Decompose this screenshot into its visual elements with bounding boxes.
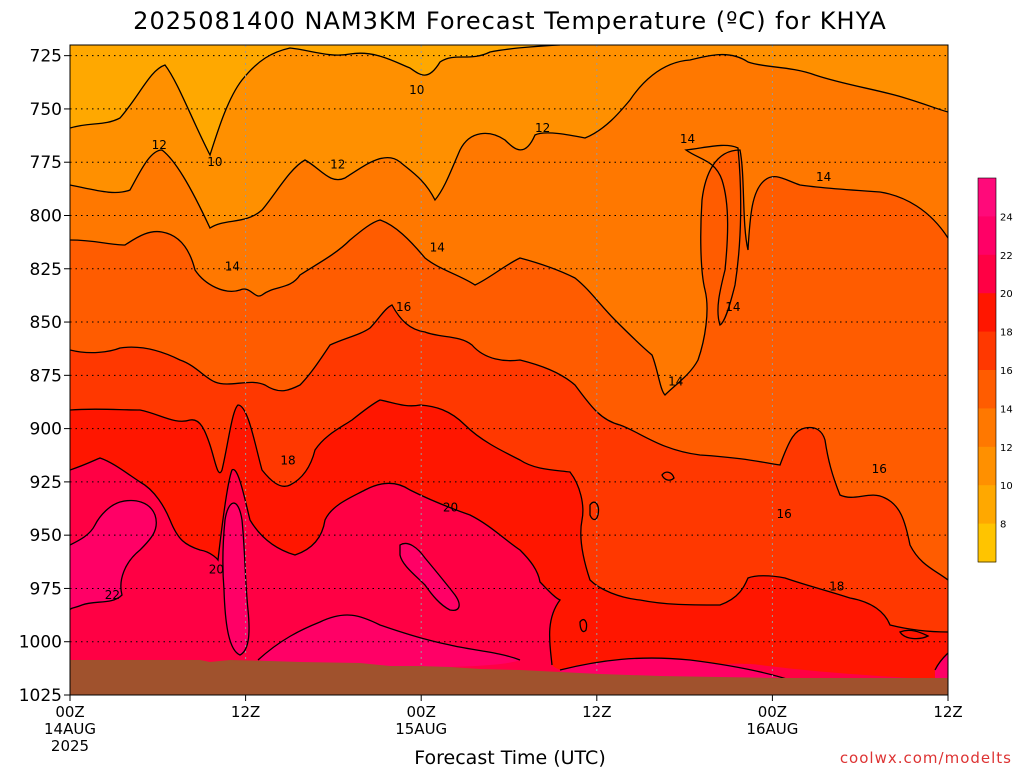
colorbar-swatch xyxy=(978,408,996,448)
x-axis-label: Forecast Time (UTC) xyxy=(414,747,605,768)
plot-area: 10 10 12 12 12 14 14 14 14 14 14 16 16 16 18 18 20 20 22 xyxy=(70,45,948,695)
credit-link[interactable]: coolwx.com/modelts xyxy=(840,749,1012,767)
colorbar-label: 12 xyxy=(1000,443,1013,454)
colorbar-swatch xyxy=(978,178,996,217)
y-tick-label: 975 xyxy=(30,579,62,599)
y-tick-label: 800 xyxy=(30,206,62,226)
contour-label: 14 xyxy=(680,132,695,146)
y-tick-label: 875 xyxy=(30,366,62,386)
x-tick-label: 12Z xyxy=(582,703,611,721)
contour-label: 14 xyxy=(668,375,683,389)
contour-label: 14 xyxy=(816,170,831,184)
y-tick-label: 750 xyxy=(30,100,62,120)
colorbar-label: 16 xyxy=(1000,366,1013,377)
contour-label: 18 xyxy=(280,454,295,468)
y-tick-label: 825 xyxy=(30,260,62,280)
contour-label: 10 xyxy=(409,83,424,97)
contour-label: 12 xyxy=(152,138,167,152)
contour-label: 14 xyxy=(225,260,240,274)
colorbar-swatch xyxy=(978,370,996,409)
contour-label: 16 xyxy=(776,507,791,521)
colorbar: 8 10 12 14 16 18 20 22 24 xyxy=(977,177,1013,563)
band-fill-22-24-e xyxy=(560,658,790,680)
contour-label: 12 xyxy=(535,121,550,135)
colorbar-label: 22 xyxy=(1000,251,1013,262)
x-tick-label: 00Z xyxy=(55,703,84,721)
grid-lines xyxy=(70,45,948,695)
y-tick-label: 850 xyxy=(30,313,62,333)
y-axis: 725 750 775 800 825 850 875 900 925 950 975 1000 102… xyxy=(19,47,70,706)
x-tick-label: 14AUG xyxy=(44,720,96,738)
colorbar-label: 8 xyxy=(1000,520,1006,531)
contour-label: 16 xyxy=(396,300,411,314)
y-tick-label: 950 xyxy=(30,526,62,546)
band-fill-22-24-c xyxy=(258,614,520,668)
colorbar-frame xyxy=(977,177,997,563)
colorbar-swatch xyxy=(978,485,996,525)
band-fill-20-22 xyxy=(70,458,948,695)
y-tick-label: 775 xyxy=(30,153,62,173)
colorbar-swatch xyxy=(978,254,996,294)
band-fill-22-24 xyxy=(70,500,157,610)
x-tick-label: 16AUG xyxy=(746,720,798,738)
colorbar-label: 18 xyxy=(1000,328,1013,339)
x-tick-label: 00Z xyxy=(758,703,787,721)
contour-label: 18 xyxy=(829,579,844,593)
colorbar-label: 20 xyxy=(1000,289,1013,300)
plot-frame xyxy=(69,44,949,696)
band-fill-22-24-d xyxy=(400,543,460,611)
colorbar-swatch xyxy=(978,446,996,486)
x-tick-label: 2025 xyxy=(51,737,89,755)
x-tick-label: 15AUG xyxy=(395,720,447,738)
band-fill-22-24-b xyxy=(222,503,250,655)
contour-label: 16 xyxy=(872,462,887,476)
colorbar-swatch xyxy=(978,331,996,371)
colorbar-swatch xyxy=(978,216,996,256)
band-fill-22-24-f xyxy=(935,653,948,680)
y-tick-label: 925 xyxy=(30,473,62,493)
colorbar-label: 14 xyxy=(1000,404,1013,415)
contour-label: 12 xyxy=(330,157,345,171)
contour-label: 10 xyxy=(207,155,222,169)
x-tick-label: 00Z xyxy=(407,703,436,721)
contour-label: 20 xyxy=(443,500,458,514)
colorbar-swatch xyxy=(978,523,996,563)
contour-labels: 10 10 12 12 12 14 14 14 14 14 14 16 16 16 18 18 20 20 22 xyxy=(105,83,887,602)
x-tick-label: 12Z xyxy=(933,703,962,721)
contour-label: 14 xyxy=(430,240,445,254)
colorbar-swatch xyxy=(978,293,996,333)
y-tick-label: 1000 xyxy=(19,633,62,653)
colorbar-label: 24 xyxy=(1000,212,1013,223)
y-tick-label: 1025 xyxy=(19,686,62,706)
chart-title: 2025081400 NAM3KM Forecast Temperature (… xyxy=(133,7,887,35)
contour-label: 14 xyxy=(725,300,740,314)
contour-label: 22 xyxy=(105,588,120,602)
y-tick-label: 900 xyxy=(30,420,62,440)
colorbar-label: 10 xyxy=(1000,481,1013,492)
contour-label: 20 xyxy=(209,562,224,576)
x-tick-label: 12Z xyxy=(231,703,260,721)
contour-lines xyxy=(70,45,948,681)
y-tick-label: 725 xyxy=(30,47,62,67)
surface-terrain xyxy=(70,660,948,695)
